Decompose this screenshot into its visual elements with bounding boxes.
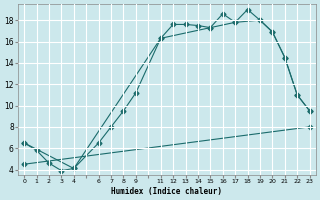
X-axis label: Humidex (Indice chaleur): Humidex (Indice chaleur)	[111, 187, 222, 196]
